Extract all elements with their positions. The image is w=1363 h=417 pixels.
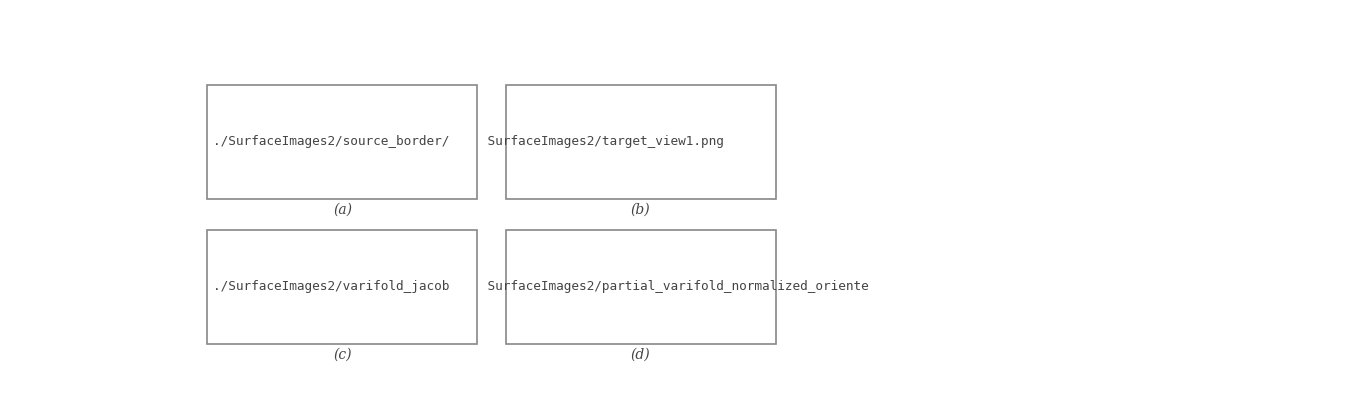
Text: (c): (c) [334, 347, 352, 362]
Text: ./SurfaceImages2/varifold_jacob     SurfaceImages2/partial_varifold_normalized_o: ./SurfaceImages2/varifold_jacob SurfaceI… [213, 279, 868, 293]
Bar [506, 85, 776, 199]
Text: (b): (b) [631, 203, 650, 217]
Text: (a): (a) [333, 203, 352, 217]
Bar [207, 230, 477, 344]
Bar [207, 85, 477, 199]
Bar [506, 230, 776, 344]
Text: ./SurfaceImages2/source_border/     SurfaceImages2/target_view1.png: ./SurfaceImages2/source_border/ SurfaceI… [213, 135, 724, 148]
Text: (d): (d) [631, 347, 650, 362]
